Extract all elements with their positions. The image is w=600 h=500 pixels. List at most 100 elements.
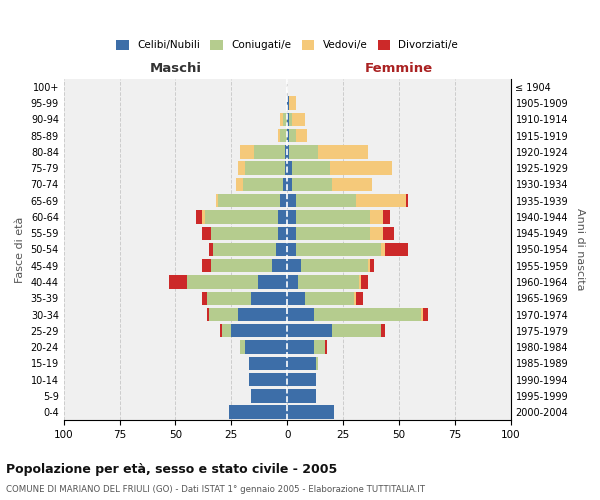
Bar <box>325 340 328 353</box>
Bar <box>381 243 385 256</box>
Bar <box>354 292 356 305</box>
Bar <box>287 406 334 419</box>
Bar <box>301 259 368 272</box>
Bar <box>368 259 370 272</box>
Bar <box>211 226 278 240</box>
Bar <box>289 145 319 158</box>
Bar <box>296 129 307 142</box>
Bar <box>287 276 298 288</box>
Bar <box>254 145 285 158</box>
Bar <box>383 210 390 224</box>
Bar <box>238 162 245 175</box>
Bar <box>207 308 209 321</box>
Bar <box>218 194 280 207</box>
Text: Maschi: Maschi <box>149 62 202 76</box>
Bar <box>216 194 218 207</box>
Bar <box>359 276 361 288</box>
Bar <box>280 129 287 142</box>
Bar <box>287 145 289 158</box>
Bar <box>245 162 285 175</box>
Bar <box>249 356 287 370</box>
Bar <box>283 112 287 126</box>
Bar <box>289 112 292 126</box>
Bar <box>316 356 319 370</box>
Bar <box>211 259 272 272</box>
Bar <box>205 210 278 224</box>
Bar <box>251 292 287 305</box>
Bar <box>305 292 354 305</box>
Bar <box>280 112 283 126</box>
Bar <box>356 194 406 207</box>
Text: Popolazione per età, sesso e stato civile - 2005: Popolazione per età, sesso e stato civil… <box>6 462 337 475</box>
Bar <box>292 178 332 191</box>
Bar <box>385 243 408 256</box>
Bar <box>296 226 370 240</box>
Bar <box>242 178 283 191</box>
Bar <box>285 162 287 175</box>
Bar <box>207 292 251 305</box>
Bar <box>424 308 428 321</box>
Bar <box>287 162 292 175</box>
Bar <box>370 226 383 240</box>
Text: Femmine: Femmine <box>365 62 433 76</box>
Bar <box>406 194 408 207</box>
Bar <box>287 178 292 191</box>
Bar <box>381 324 385 338</box>
Bar <box>236 178 242 191</box>
Bar <box>276 243 287 256</box>
Bar <box>287 373 316 386</box>
Bar <box>202 226 211 240</box>
Bar <box>249 373 287 386</box>
Bar <box>214 243 276 256</box>
Bar <box>421 308 424 321</box>
Bar <box>287 210 296 224</box>
Bar <box>272 259 287 272</box>
Bar <box>287 112 289 126</box>
Bar <box>289 129 296 142</box>
Bar <box>332 178 372 191</box>
Y-axis label: Anni di nascita: Anni di nascita <box>575 208 585 290</box>
Bar <box>278 129 280 142</box>
Bar <box>296 210 370 224</box>
Bar <box>278 226 287 240</box>
Bar <box>370 259 374 272</box>
Bar <box>240 340 245 353</box>
Bar <box>287 356 316 370</box>
Bar <box>356 292 363 305</box>
Bar <box>332 324 381 338</box>
Bar <box>370 210 383 224</box>
Bar <box>245 340 287 353</box>
Bar <box>289 96 296 110</box>
Bar <box>240 145 254 158</box>
Bar <box>287 96 289 110</box>
Bar <box>287 194 296 207</box>
Bar <box>278 210 287 224</box>
Bar <box>287 340 314 353</box>
Bar <box>283 178 287 191</box>
Bar <box>169 276 187 288</box>
Bar <box>383 226 394 240</box>
Bar <box>287 292 305 305</box>
Bar <box>296 194 356 207</box>
Bar <box>314 340 325 353</box>
Bar <box>280 194 287 207</box>
Bar <box>285 145 287 158</box>
Bar <box>361 276 368 288</box>
Bar <box>287 308 314 321</box>
Bar <box>287 259 301 272</box>
Bar <box>296 243 381 256</box>
Bar <box>287 129 289 142</box>
Bar <box>329 162 392 175</box>
Bar <box>319 145 368 158</box>
Bar <box>298 276 359 288</box>
Bar <box>287 389 316 402</box>
Y-axis label: Fasce di età: Fasce di età <box>15 216 25 282</box>
Text: COMUNE DI MARIANO DEL FRIULI (GO) - Dati ISTAT 1° gennaio 2005 - Elaborazione TU: COMUNE DI MARIANO DEL FRIULI (GO) - Dati… <box>6 486 425 494</box>
Bar <box>238 308 287 321</box>
Bar <box>202 292 207 305</box>
Bar <box>229 406 287 419</box>
Bar <box>223 324 232 338</box>
Bar <box>287 226 296 240</box>
Legend: Celibi/Nubili, Coniugati/e, Vedovi/e, Divorziati/e: Celibi/Nubili, Coniugati/e, Vedovi/e, Di… <box>112 36 463 54</box>
Bar <box>287 324 332 338</box>
